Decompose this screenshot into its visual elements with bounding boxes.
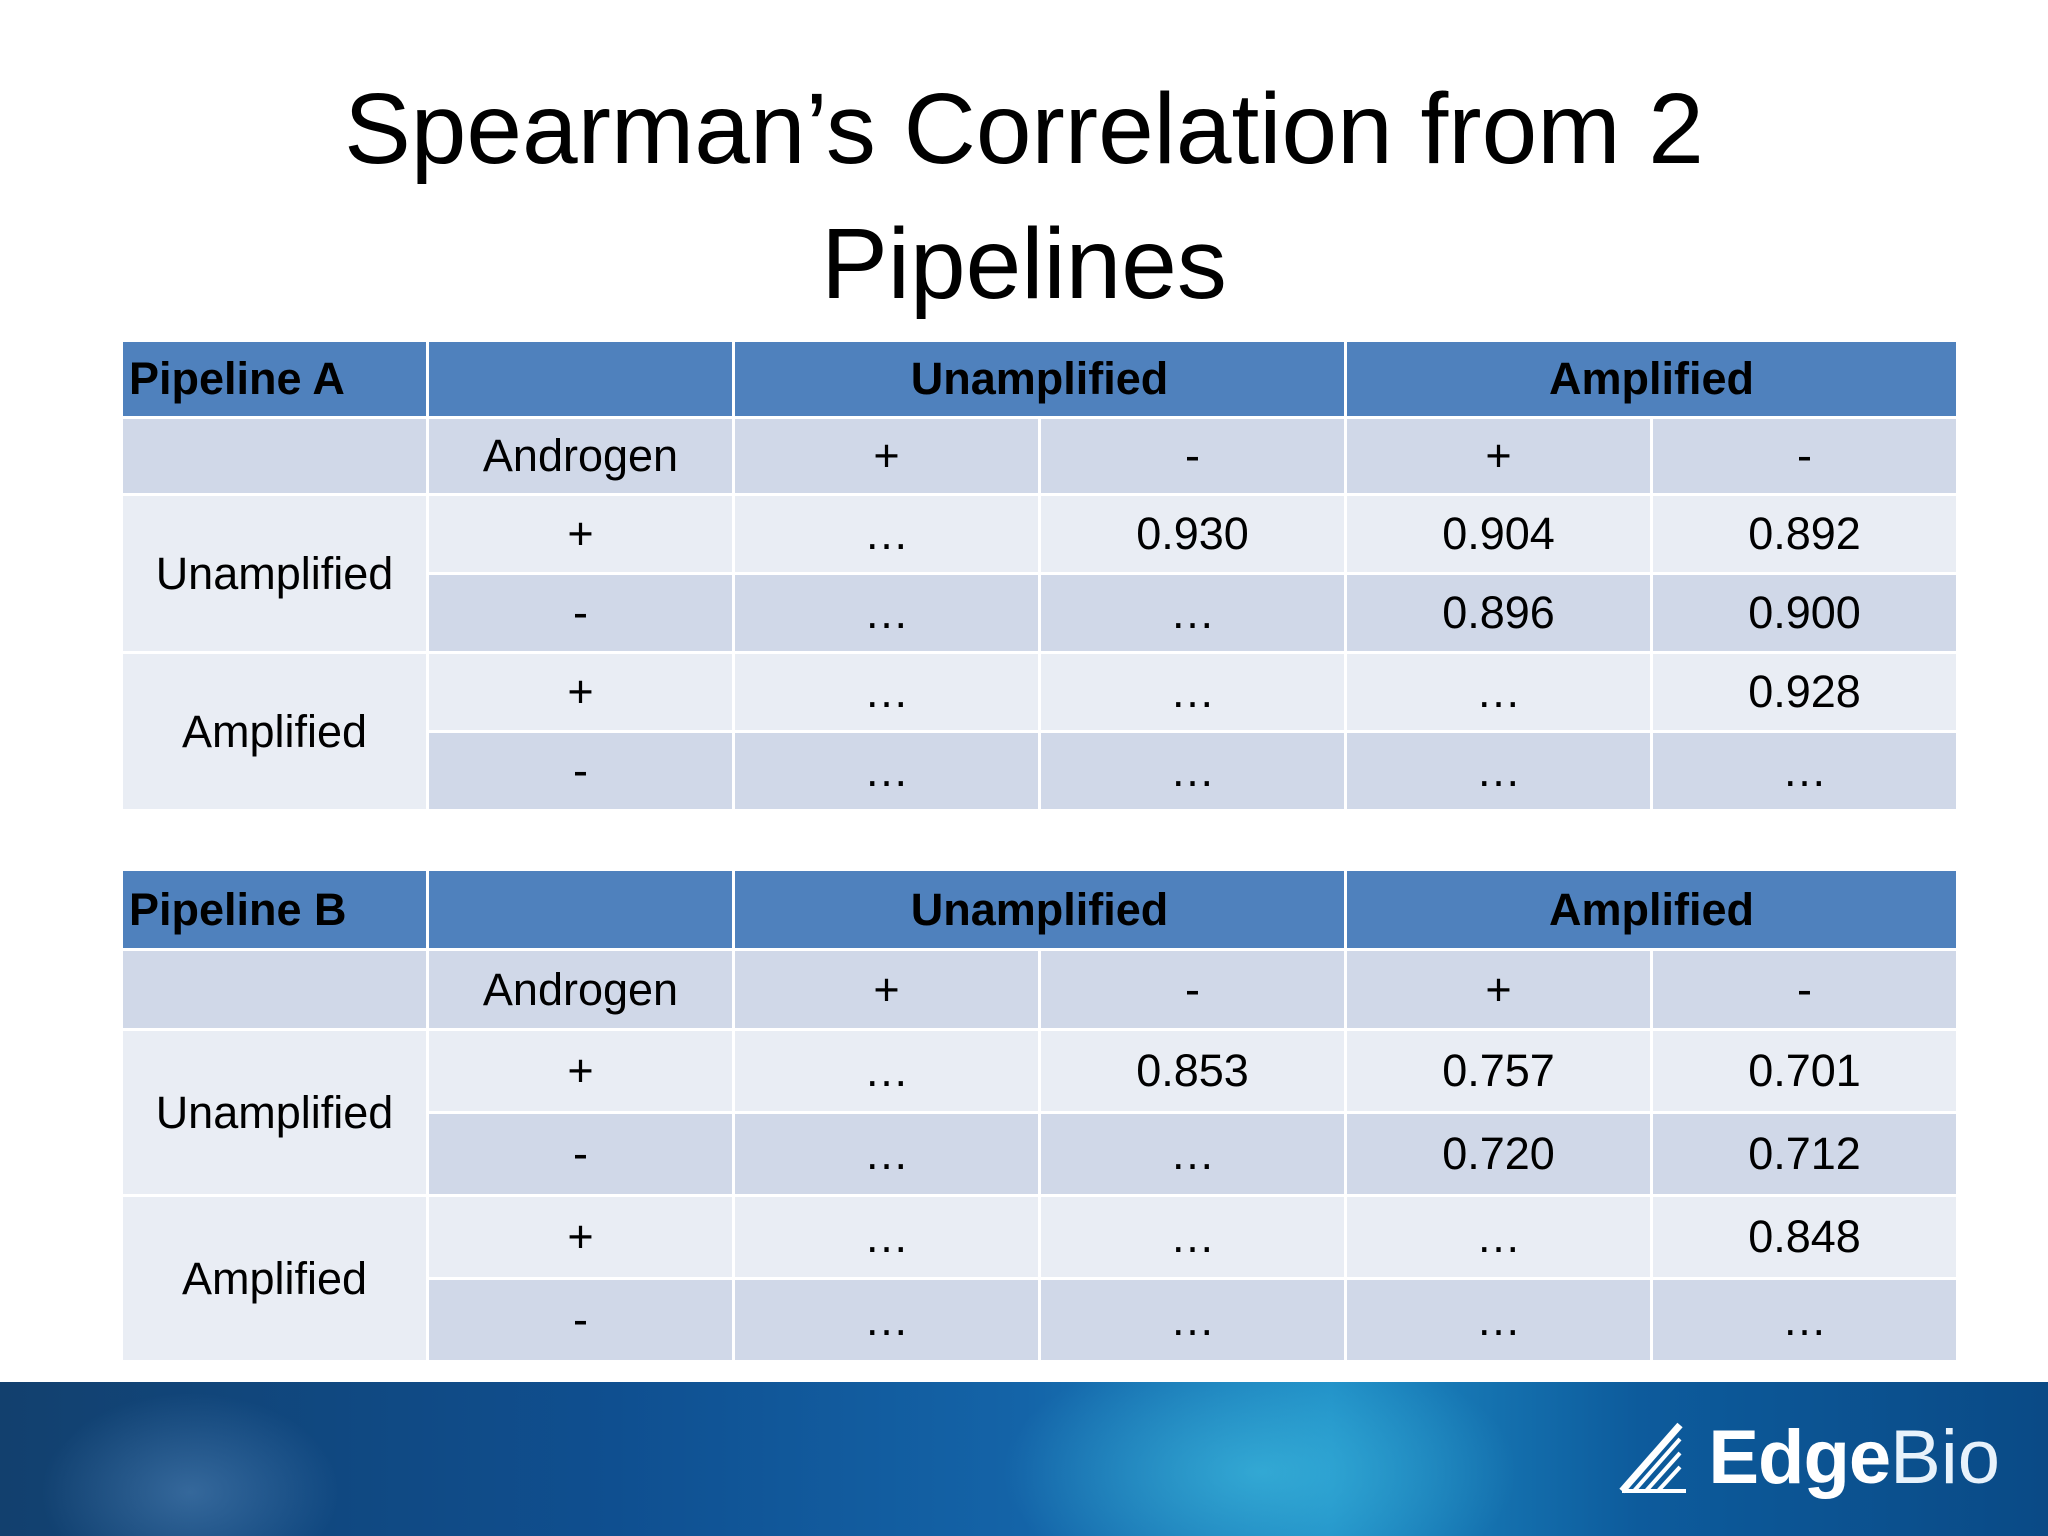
logo-text-edge: Edge xyxy=(1708,1414,1891,1500)
value-cell: … xyxy=(735,1031,1038,1111)
row-sign: + xyxy=(429,654,732,730)
row-group-label: Amplified xyxy=(123,1197,426,1360)
value-cell: … xyxy=(1041,733,1344,809)
slide-title-line1: Spearman’s Correlation from 2 xyxy=(344,73,1704,185)
value-cell: … xyxy=(735,1280,1038,1360)
sign-cell: - xyxy=(1041,419,1344,493)
sign-cell: + xyxy=(1347,951,1650,1028)
slide-title: Spearman’s Correlation from 2 Pipelines xyxy=(0,62,2048,332)
table-row: - … … … … xyxy=(123,733,1957,809)
value-cell: … xyxy=(1041,1197,1344,1277)
row-sign: - xyxy=(429,733,732,809)
row-sign: - xyxy=(429,575,732,651)
value-cell: … xyxy=(1347,654,1650,730)
androgen-label: Androgen xyxy=(429,419,732,493)
value-cell: … xyxy=(1347,1197,1650,1277)
sign-cell: - xyxy=(1653,951,1957,1028)
table-row: - … … 0.896 0.900 xyxy=(123,575,1957,651)
value-cell: 0.896 xyxy=(1347,575,1650,651)
row-sign: + xyxy=(429,1031,732,1111)
androgen-label: Androgen xyxy=(429,951,732,1028)
logo-text-bio: Bio xyxy=(1890,1414,2000,1500)
table-row: Amplified + … … … 0.928 xyxy=(123,654,1957,809)
table-row: - … … … … xyxy=(123,1280,1957,1360)
row-group-label: Unamplified xyxy=(123,1031,426,1194)
value-cell: 0.904 xyxy=(1347,496,1650,572)
row-sign: - xyxy=(429,1280,732,1360)
value-cell: 0.892 xyxy=(1653,496,1957,572)
row-sign: - xyxy=(429,1114,732,1194)
value-cell: … xyxy=(735,1114,1038,1194)
value-cell: … xyxy=(735,654,1038,730)
row-group-label: Amplified xyxy=(123,654,426,809)
group-header-amplified: Amplified xyxy=(1347,871,1957,948)
header-blank-cell xyxy=(429,871,732,948)
value-cell: … xyxy=(1041,1114,1344,1194)
value-cell: … xyxy=(1653,1280,1957,1360)
row-sign: + xyxy=(429,1197,732,1277)
androgen-row: Androgen + - + - xyxy=(123,419,1957,493)
sign-cell: + xyxy=(735,419,1038,493)
table-header-row: Pipeline A Unamplified Amplified xyxy=(123,342,1957,416)
value-cell: 0.848 xyxy=(1653,1197,1957,1277)
value-cell: 0.712 xyxy=(1653,1114,1957,1194)
pipeline-name: Pipeline B xyxy=(123,871,426,948)
row-sign: + xyxy=(429,496,732,572)
value-cell: … xyxy=(1041,654,1344,730)
sign-cell: - xyxy=(1653,419,1957,493)
pipeline-name: Pipeline A xyxy=(123,342,426,416)
value-cell: 0.928 xyxy=(1653,654,1957,730)
edgebio-logo-icon xyxy=(1619,1422,1687,1494)
sign-cell: + xyxy=(1347,419,1650,493)
value-cell: 0.720 xyxy=(1347,1114,1650,1194)
row-group-label: Unamplified xyxy=(123,496,426,651)
slide-title-line2: Pipelines xyxy=(821,208,1227,320)
sign-cell: - xyxy=(1041,951,1344,1028)
value-cell: 0.701 xyxy=(1653,1031,1957,1111)
androgen-row: Androgen + - + - xyxy=(123,951,1957,1028)
table-row: Unamplified + … 0.930 0.904 0.892 xyxy=(123,496,1957,651)
value-cell: 0.900 xyxy=(1653,575,1957,651)
value-cell: … xyxy=(735,1197,1038,1277)
edgebio-logo: Edge Bio xyxy=(1614,1412,2000,1502)
value-cell: … xyxy=(735,575,1038,651)
value-cell: … xyxy=(1041,1280,1344,1360)
group-header-unamplified: Unamplified xyxy=(735,342,1344,416)
footer-banner: Edge Bio xyxy=(0,1382,2048,1536)
footer-glow-center xyxy=(1000,1382,1520,1536)
header-blank-cell xyxy=(429,342,732,416)
group-header-amplified: Amplified xyxy=(1347,342,1957,416)
sign-cell: + xyxy=(735,951,1038,1028)
sub-blank-cell xyxy=(123,419,426,493)
value-cell: … xyxy=(735,733,1038,809)
table-header-row: Pipeline B Unamplified Amplified xyxy=(123,871,1957,948)
value-cell: … xyxy=(1347,733,1650,809)
group-header-unamplified: Unamplified xyxy=(735,871,1344,948)
value-cell: … xyxy=(1041,575,1344,651)
table-row: Amplified + … … … 0.848 xyxy=(123,1197,1957,1360)
sub-blank-cell xyxy=(123,951,426,1028)
value-cell: 0.757 xyxy=(1347,1031,1650,1111)
value-cell: … xyxy=(735,496,1038,572)
table-row: - … … 0.720 0.712 xyxy=(123,1114,1957,1194)
value-cell: 0.930 xyxy=(1041,496,1344,572)
pipeline-b-table: Pipeline B Unamplified Amplified Androge… xyxy=(120,868,1959,1363)
pipeline-a-table: Pipeline A Unamplified Amplified Androge… xyxy=(120,339,1959,812)
table-row: Unamplified + … 0.853 0.757 0.701 xyxy=(123,1031,1957,1194)
value-cell: … xyxy=(1347,1280,1650,1360)
value-cell: … xyxy=(1653,733,1957,809)
footer-glow-left xyxy=(40,1392,340,1536)
value-cell: 0.853 xyxy=(1041,1031,1344,1111)
